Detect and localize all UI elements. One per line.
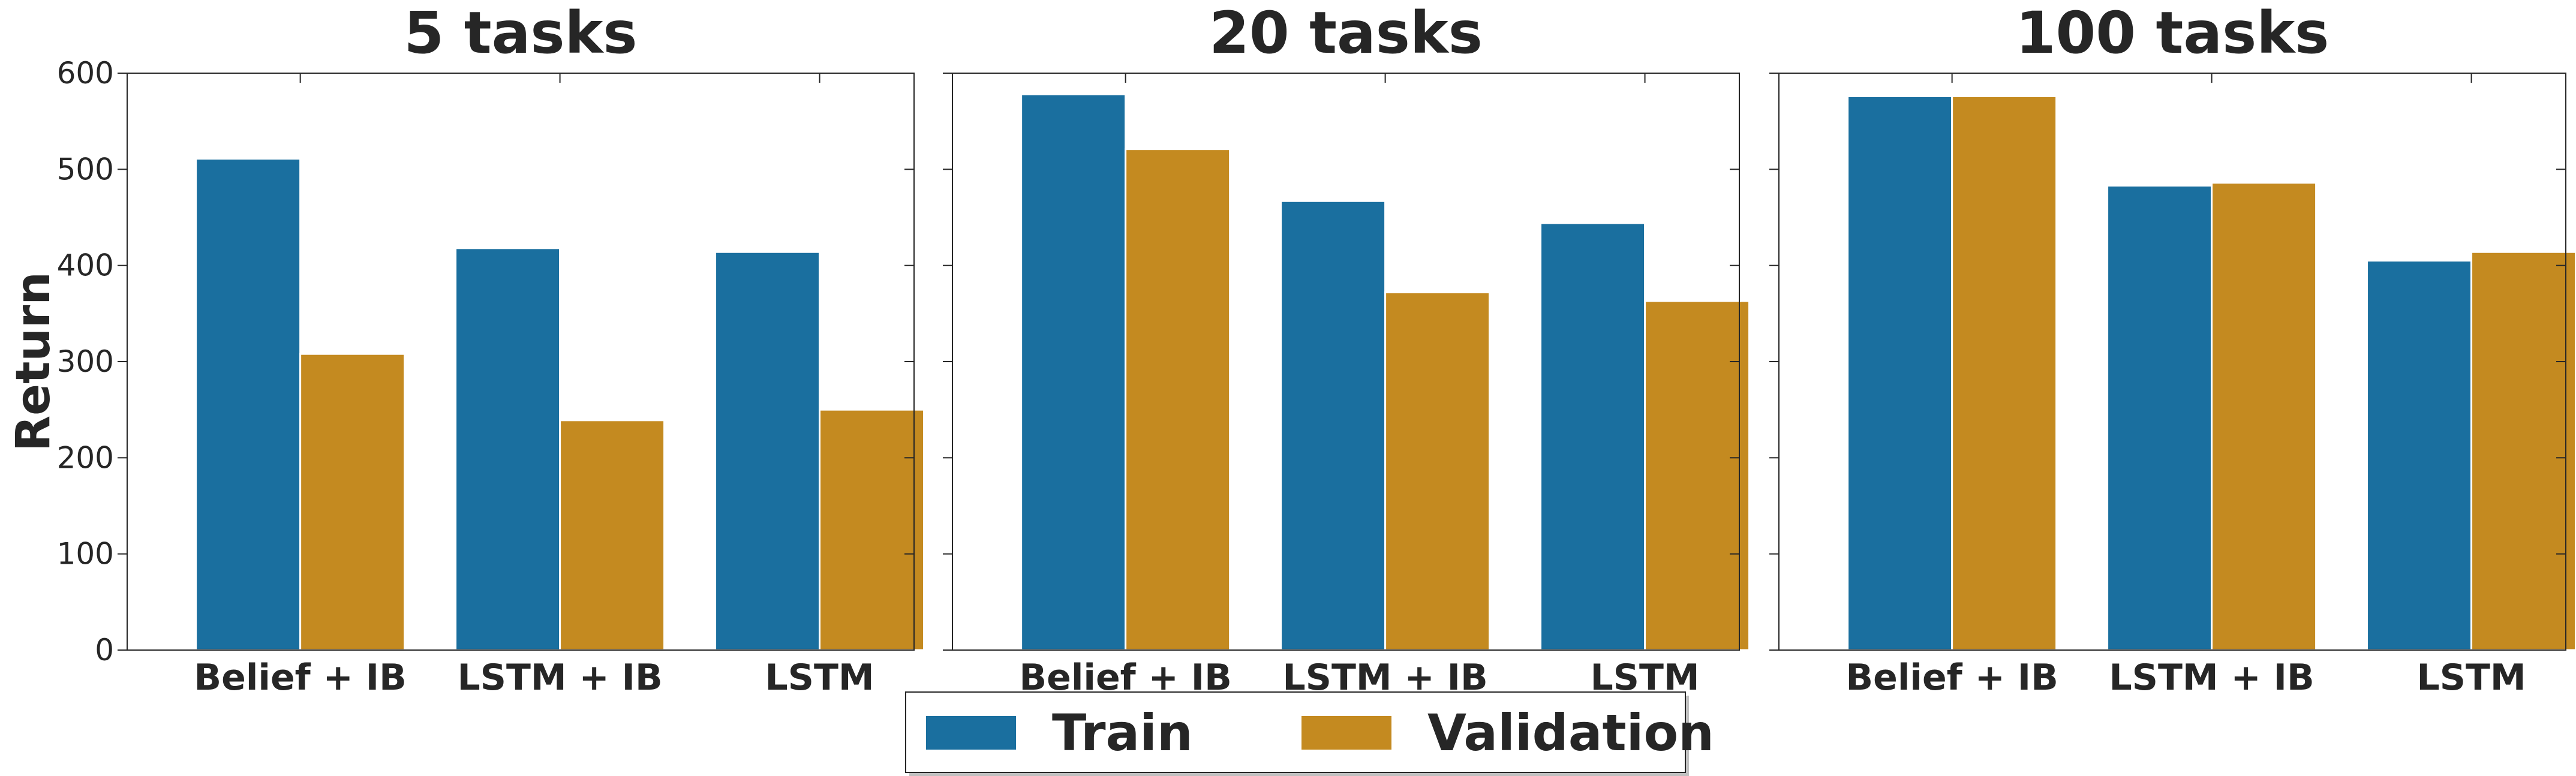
bar-train-0 <box>1847 95 1953 651</box>
y-tick-label: 100 <box>57 537 114 572</box>
x-tick-label: Belief + IB <box>1845 657 2058 699</box>
bar-train-2 <box>1540 222 1646 651</box>
bar-validation-2 <box>1644 300 1751 651</box>
bar-train-1 <box>1280 200 1387 651</box>
panel-2: 100 tasks Belief + IB LSTM + IB LSTM <box>1769 0 2576 699</box>
bar-validation-2 <box>819 408 925 651</box>
bar-train-1 <box>2106 185 2213 651</box>
legend-label-validation: Validation <box>1427 703 1714 762</box>
y-tick-label: 500 <box>57 152 114 187</box>
panel-title: 100 tasks <box>2016 0 2329 67</box>
legend-swatch-validation <box>1301 716 1391 750</box>
legend-swatch-train <box>926 716 1016 750</box>
bar-validation-1 <box>2211 182 2318 651</box>
bar-validation-0 <box>1951 95 2058 651</box>
bar-validation-0 <box>1125 148 1231 651</box>
x-tick-label: LSTM + IB <box>458 657 663 699</box>
bar-train-1 <box>455 247 561 651</box>
x-tick-label: LSTM <box>765 657 874 699</box>
x-tick-label: LSTM + IB <box>2109 657 2315 699</box>
bar-validation-0 <box>299 353 406 651</box>
bar-train-2 <box>714 251 821 651</box>
legend: Train Validation <box>905 691 1714 776</box>
bar-validation-2 <box>2470 251 2576 651</box>
panel-0: 5 tasks 0 100 200 300 400 500 600 Belief + IB LST… <box>57 0 925 699</box>
bar-validation-1 <box>1384 291 1491 651</box>
bar-train-2 <box>2366 260 2473 651</box>
panel-title: 20 tasks <box>1209 0 1483 67</box>
y-axis-label: Return <box>7 272 61 452</box>
y-tick-label: 200 <box>57 440 114 475</box>
panel-title: 5 tasks <box>404 0 637 67</box>
y-tick-label: 0 <box>95 633 114 667</box>
x-tick-label: Belief + IB <box>194 657 406 699</box>
bar-validation-1 <box>559 419 666 651</box>
bar-train-0 <box>195 158 302 651</box>
y-tick-label: 600 <box>57 56 114 91</box>
y-tick-label: 300 <box>57 344 114 379</box>
x-tick-label: LSTM <box>2417 657 2526 699</box>
legend-box <box>905 691 1686 773</box>
bar-train-0 <box>1020 93 1127 651</box>
legend-label-train: Train <box>1052 703 1193 762</box>
y-tick-label: 400 <box>57 248 114 283</box>
